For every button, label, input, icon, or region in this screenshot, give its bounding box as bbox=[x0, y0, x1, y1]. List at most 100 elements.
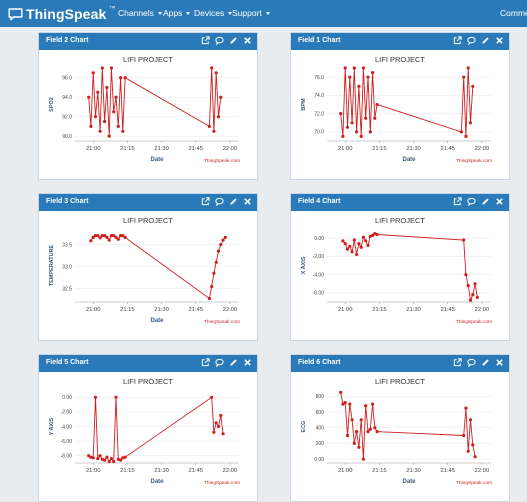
data-point bbox=[96, 234, 100, 238]
open-external-icon[interactable] bbox=[453, 358, 462, 367]
data-point bbox=[341, 239, 345, 243]
data-point bbox=[89, 124, 93, 128]
comment-icon[interactable] bbox=[467, 358, 476, 367]
brand-logo[interactable]: ThingSpeak ™ bbox=[8, 4, 115, 24]
x-tick-label: 22:00 bbox=[475, 307, 490, 313]
credit-label: ThingSpeak.com bbox=[204, 480, 240, 486]
comment-icon[interactable] bbox=[215, 358, 224, 367]
y-tick-label: 74.0 bbox=[314, 93, 324, 99]
series-line bbox=[90, 235, 226, 300]
data-point bbox=[473, 455, 477, 459]
data-point bbox=[91, 235, 95, 239]
data-point bbox=[371, 233, 375, 237]
x-axis-label: Date bbox=[402, 157, 416, 163]
data-point bbox=[355, 430, 359, 434]
data-point bbox=[112, 459, 116, 464]
data-point bbox=[357, 445, 361, 449]
nav-support[interactable]: Support bbox=[232, 8, 270, 18]
data-point bbox=[123, 76, 127, 80]
data-point bbox=[119, 76, 123, 80]
chat-bubble-icon bbox=[8, 7, 23, 20]
data-point bbox=[343, 401, 347, 405]
y-tick-label: -6.00 bbox=[313, 291, 325, 297]
data-point bbox=[121, 129, 125, 133]
x-axis-label: Date bbox=[402, 479, 416, 485]
data-point bbox=[89, 239, 93, 243]
close-icon[interactable] bbox=[495, 197, 504, 206]
credit-label: ThingSpeak.com bbox=[456, 319, 492, 325]
data-point bbox=[345, 247, 350, 251]
data-point bbox=[96, 457, 100, 461]
x-tick-label: 21:45 bbox=[188, 146, 203, 152]
data-point bbox=[123, 455, 127, 459]
y-tick-label: 72.0 bbox=[314, 111, 324, 117]
comment-icon[interactable] bbox=[215, 197, 224, 206]
data-point bbox=[109, 234, 113, 238]
x-tick-label: 21:30 bbox=[154, 307, 169, 313]
x-tick-label: 21:30 bbox=[406, 307, 421, 313]
data-point bbox=[364, 239, 368, 243]
data-point bbox=[366, 243, 370, 247]
data-point bbox=[207, 296, 211, 301]
edit-pencil-icon[interactable] bbox=[229, 197, 238, 206]
close-icon[interactable] bbox=[243, 358, 252, 367]
comment-icon[interactable] bbox=[467, 197, 476, 206]
comment-icon[interactable] bbox=[215, 36, 224, 45]
nav-commercial[interactable]: Comme bbox=[500, 8, 527, 18]
data-point bbox=[368, 130, 372, 134]
data-point bbox=[91, 71, 95, 75]
panel-tools bbox=[453, 36, 504, 45]
credit-label: ThingSpeak.com bbox=[204, 319, 240, 325]
close-icon[interactable] bbox=[495, 358, 504, 367]
data-point bbox=[468, 298, 473, 302]
y-tick-label: -8.00 bbox=[61, 454, 73, 460]
x-tick-label: 21:15 bbox=[372, 468, 387, 474]
y-tick-label: 0.00 bbox=[62, 395, 72, 401]
series-line bbox=[340, 67, 474, 137]
open-external-icon[interactable] bbox=[201, 358, 210, 367]
x-tick-label: 21:45 bbox=[440, 468, 455, 474]
close-icon[interactable] bbox=[495, 36, 504, 45]
edit-pencil-icon[interactable] bbox=[481, 358, 490, 367]
close-icon[interactable] bbox=[243, 36, 252, 45]
chart-title: LIFI PROJECT bbox=[123, 216, 173, 225]
data-point bbox=[107, 134, 111, 138]
data-point bbox=[100, 66, 104, 70]
data-point bbox=[116, 124, 120, 128]
data-point bbox=[475, 295, 479, 299]
nav-apps[interactable]: Apps bbox=[163, 8, 191, 18]
data-point bbox=[219, 413, 223, 418]
data-point bbox=[114, 95, 118, 99]
y-tick-label: 0.00 bbox=[314, 457, 324, 463]
nav-channels[interactable]: Channels bbox=[118, 8, 162, 18]
nav-devices-label: Devices bbox=[194, 8, 225, 18]
close-icon[interactable] bbox=[243, 197, 252, 206]
data-point bbox=[462, 238, 466, 242]
chart-title: LIFI PROJECT bbox=[375, 55, 425, 64]
data-point bbox=[364, 404, 368, 408]
x-tick-label: 21:00 bbox=[86, 468, 101, 474]
data-point bbox=[103, 119, 107, 124]
comment-icon[interactable] bbox=[467, 36, 476, 45]
chart-panel-4: Field 4 Chart LIFI PROJECT 0.00 -2.00 -4.00… bbox=[290, 193, 510, 341]
open-external-icon[interactable] bbox=[453, 197, 462, 206]
data-point bbox=[341, 134, 345, 138]
data-point bbox=[371, 402, 375, 406]
open-external-icon[interactable] bbox=[201, 197, 210, 206]
data-point bbox=[459, 130, 463, 134]
open-external-icon[interactable] bbox=[453, 36, 462, 45]
nav-devices[interactable]: Devices bbox=[194, 8, 233, 18]
y-axis-label: Y AXIS bbox=[49, 417, 55, 435]
data-point bbox=[91, 456, 95, 460]
edit-pencil-icon[interactable] bbox=[481, 197, 490, 206]
data-point bbox=[462, 75, 466, 79]
data-point bbox=[114, 395, 118, 399]
panel-title: Field 3 Chart bbox=[46, 198, 89, 205]
open-external-icon[interactable] bbox=[201, 36, 210, 45]
data-point bbox=[348, 402, 352, 406]
edit-pencil-icon[interactable] bbox=[229, 36, 238, 45]
data-point bbox=[212, 129, 216, 133]
edit-pencil-icon[interactable] bbox=[229, 358, 238, 367]
edit-pencil-icon[interactable] bbox=[481, 36, 490, 45]
data-point bbox=[352, 66, 356, 70]
